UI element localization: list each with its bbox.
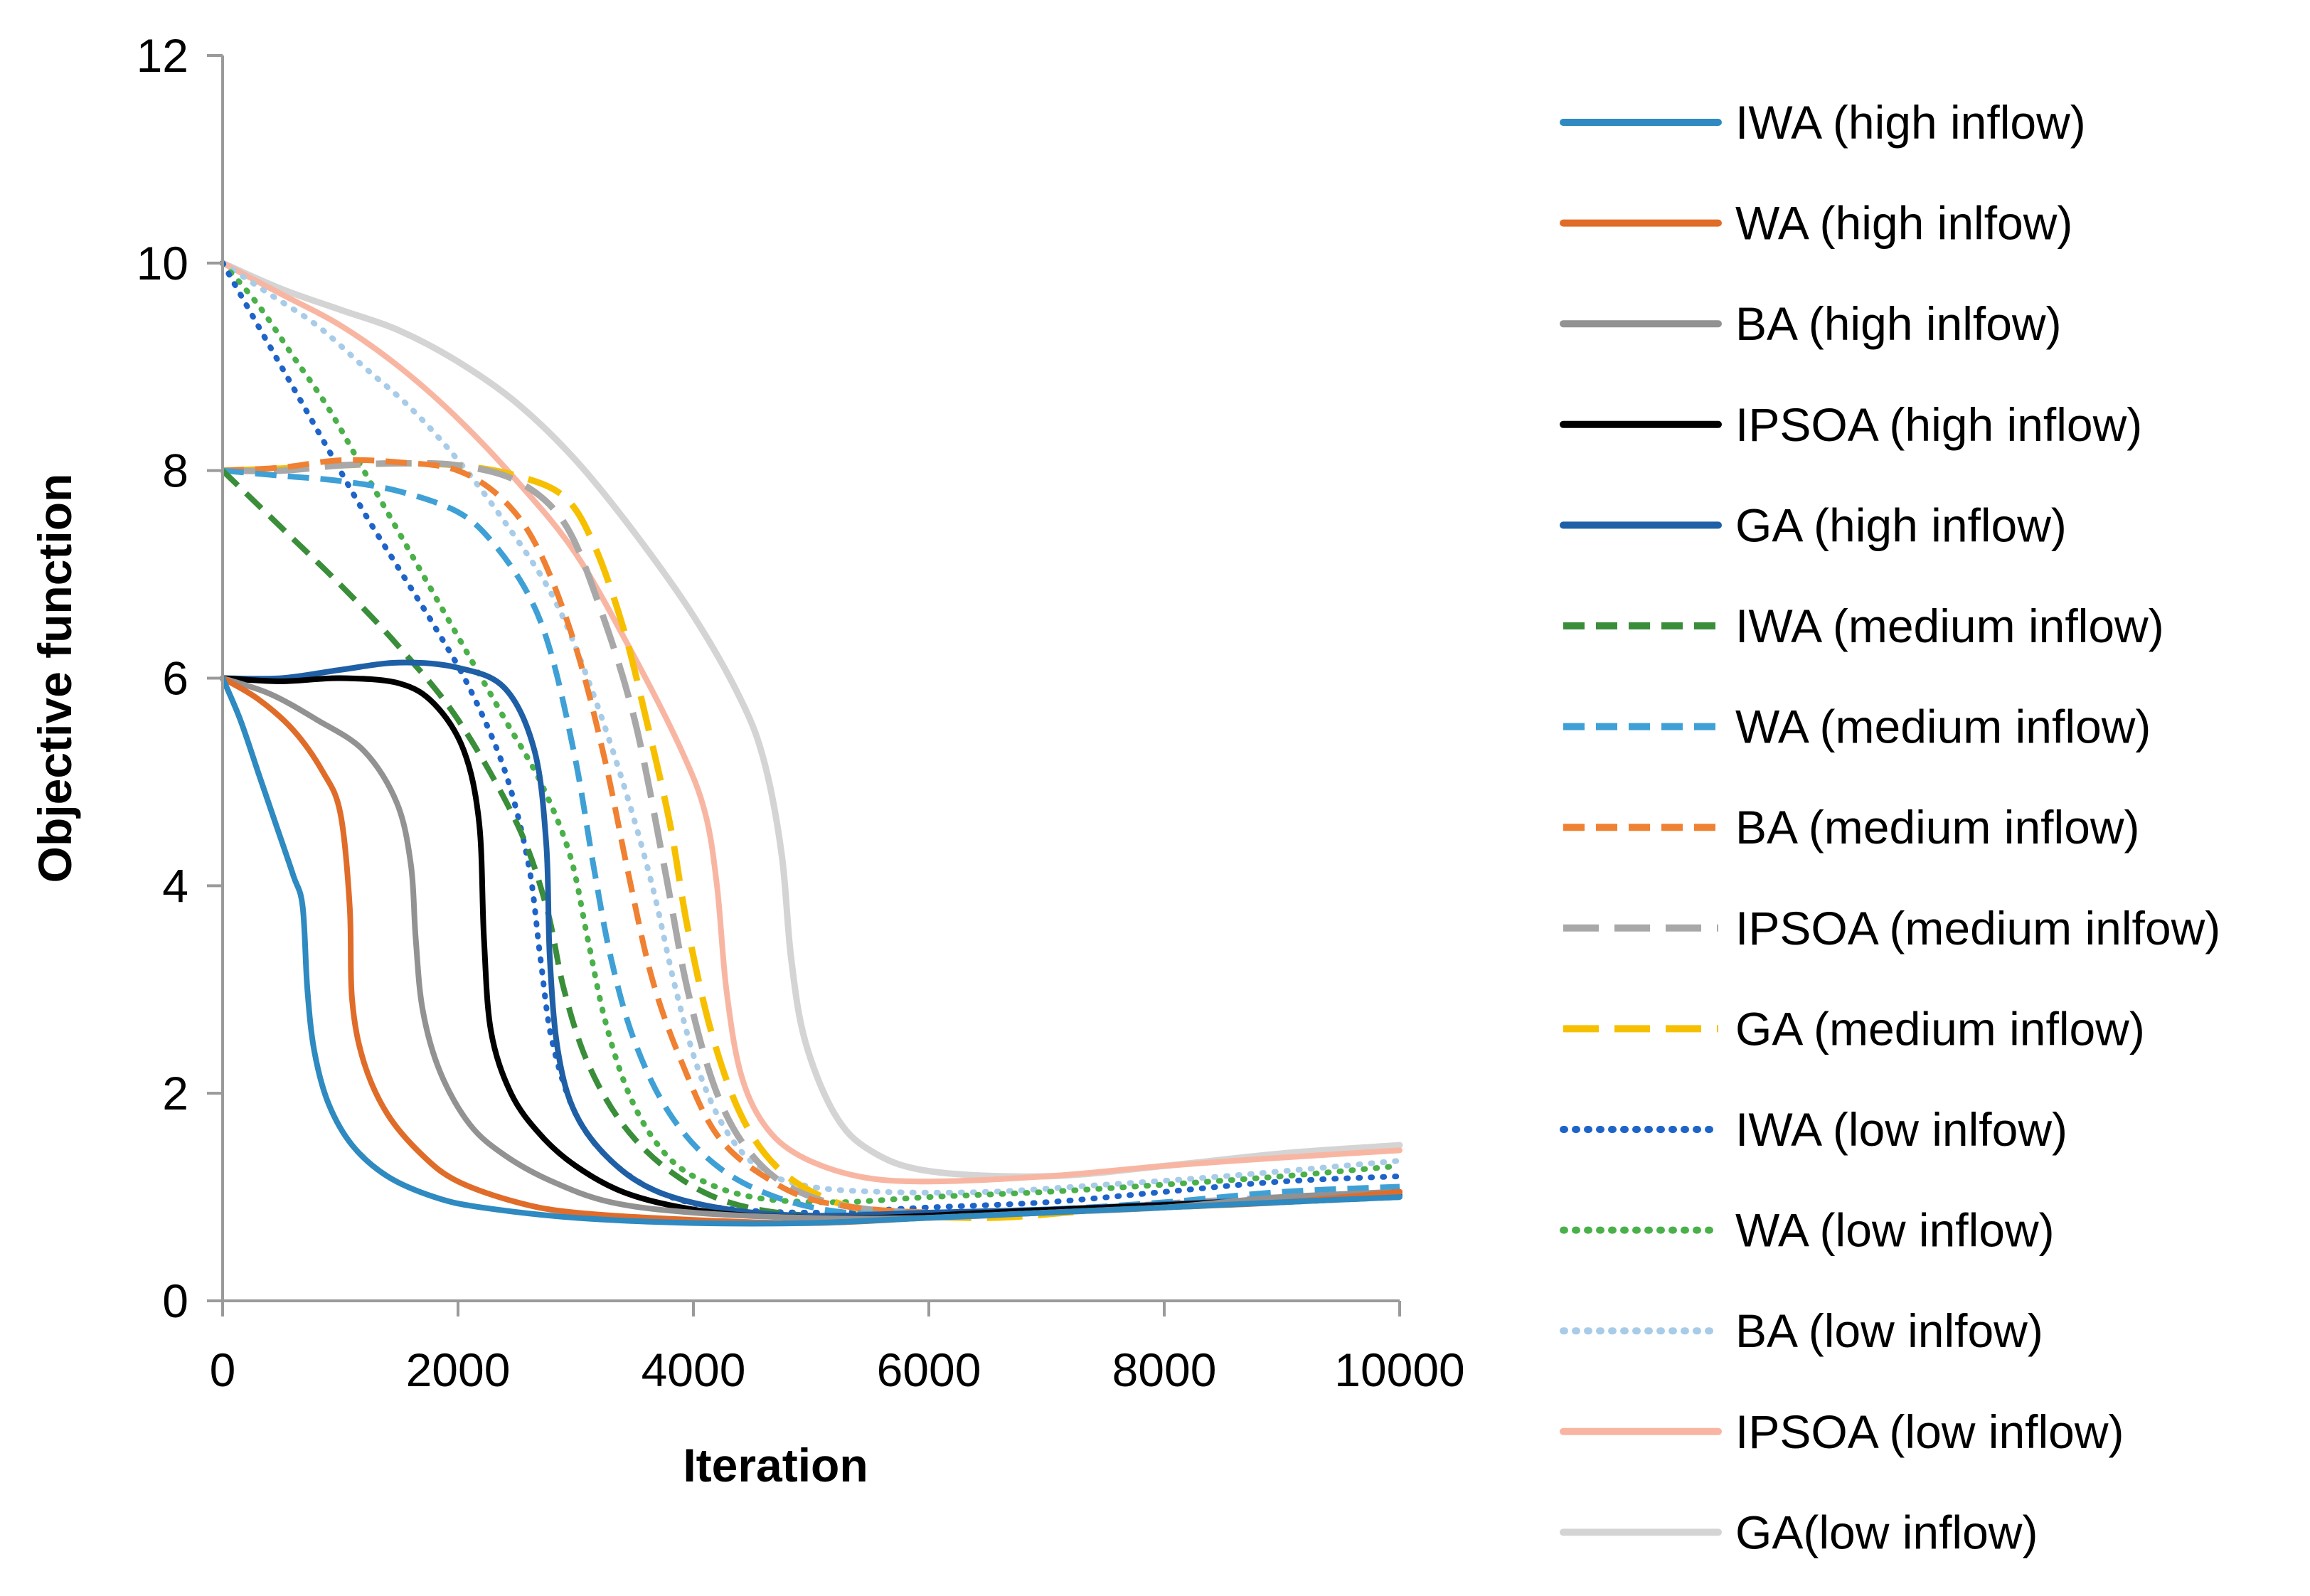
plot-area: 0 2 4 6 8 10 12 0 2000 4000 6000 8000 10000 [137,29,1465,1396]
legend-label: IPSOA (medium inlfow) [1735,902,2220,954]
legend-item: BA (low inlfow) [1560,1304,2043,1357]
legend-item: IWA (high inflow) [1560,96,2086,149]
legend-label: WA (low inflow) [1735,1204,2055,1257]
legend-label: WA (high inlfow) [1735,197,2072,250]
x-tick-label: 2000 [406,1344,511,1396]
legend-label: IWA (high inflow) [1735,96,2086,149]
x-tick-label: 6000 [877,1344,981,1396]
legend-label: WA (medium inflow) [1735,701,2151,753]
series-line [220,260,1402,1215]
series-line [220,260,1402,1206]
legend-item: GA(low inflow) [1560,1506,2038,1558]
y-tick-label: 0 [162,1275,188,1327]
y-tick-label: 8 [162,445,188,497]
legend: IWA (high inflow) WA (high inlfow) BA (hig… [1560,96,2220,1558]
series-line [220,468,1400,1220]
legend-label: BA (medium inflow) [1735,801,2140,853]
legend-label: BA (high inlfow) [1735,297,2062,350]
y-tick-label: 4 [162,859,188,912]
series-line [220,260,1402,1185]
legend-label: GA (high inflow) [1735,499,2067,551]
series-line [220,675,1402,1222]
series-line [222,457,1400,1216]
series-line [222,467,1400,1217]
legend-item: BA (high inlfow) [1560,297,2062,350]
series-line [222,460,1400,1221]
legend-label: IWA (low inlfow) [1735,1103,2067,1156]
legend-item: IPSOA (high inflow) [1560,398,2142,451]
legend-label: BA (low inlfow) [1735,1304,2043,1357]
series-line [222,459,1400,1216]
y-axis-ticks: 0 2 4 6 8 10 12 [137,29,223,1327]
y-tick-label: 2 [162,1067,188,1119]
y-tick-label: 10 [137,237,188,289]
series-line [219,260,1403,1180]
series-line [220,675,1402,1226]
legend-item: IPSOA (low inflow) [1560,1405,2124,1458]
legend-item: GA (medium inflow) [1563,1002,2145,1055]
x-tick-label: 4000 [642,1344,746,1396]
x-tick-label: 0 [210,1344,236,1396]
legend-item: IWA (medium inflow) [1563,600,2164,652]
x-axis-ticks: 0 2000 4000 6000 8000 10000 [210,1301,1465,1396]
series-line [220,675,1402,1221]
legend-item: WA (medium inflow) [1563,701,2151,753]
y-tick-label: 6 [162,652,188,705]
legend-item: WA (low inflow) [1560,1204,2055,1257]
legend-item: WA (high inlfow) [1560,197,2072,250]
legend-label: GA(low inflow) [1735,1506,2038,1558]
x-axis-title: Iteration [683,1439,868,1491]
y-axis-title: Objective function [28,474,81,883]
legend-item: BA (medium inflow) [1563,801,2140,853]
legend-item: IPSOA (medium inlfow) [1563,902,2220,954]
x-tick-label: 8000 [1112,1344,1217,1396]
legend-label: IPSOA (high inflow) [1735,398,2142,451]
legend-item: IWA (low inlfow) [1560,1103,2067,1156]
legend-label: IPSOA (low inflow) [1735,1405,2124,1458]
series-layer [219,260,1403,1227]
y-tick-label: 12 [137,29,188,82]
series-line [220,675,1402,1227]
legend-item: GA (high inflow) [1560,499,2067,551]
legend-label: GA (medium inflow) [1735,1002,2145,1055]
x-tick-label: 10000 [1334,1344,1465,1396]
legend-label: IWA (medium inflow) [1735,600,2164,652]
series-line [220,260,1402,1196]
